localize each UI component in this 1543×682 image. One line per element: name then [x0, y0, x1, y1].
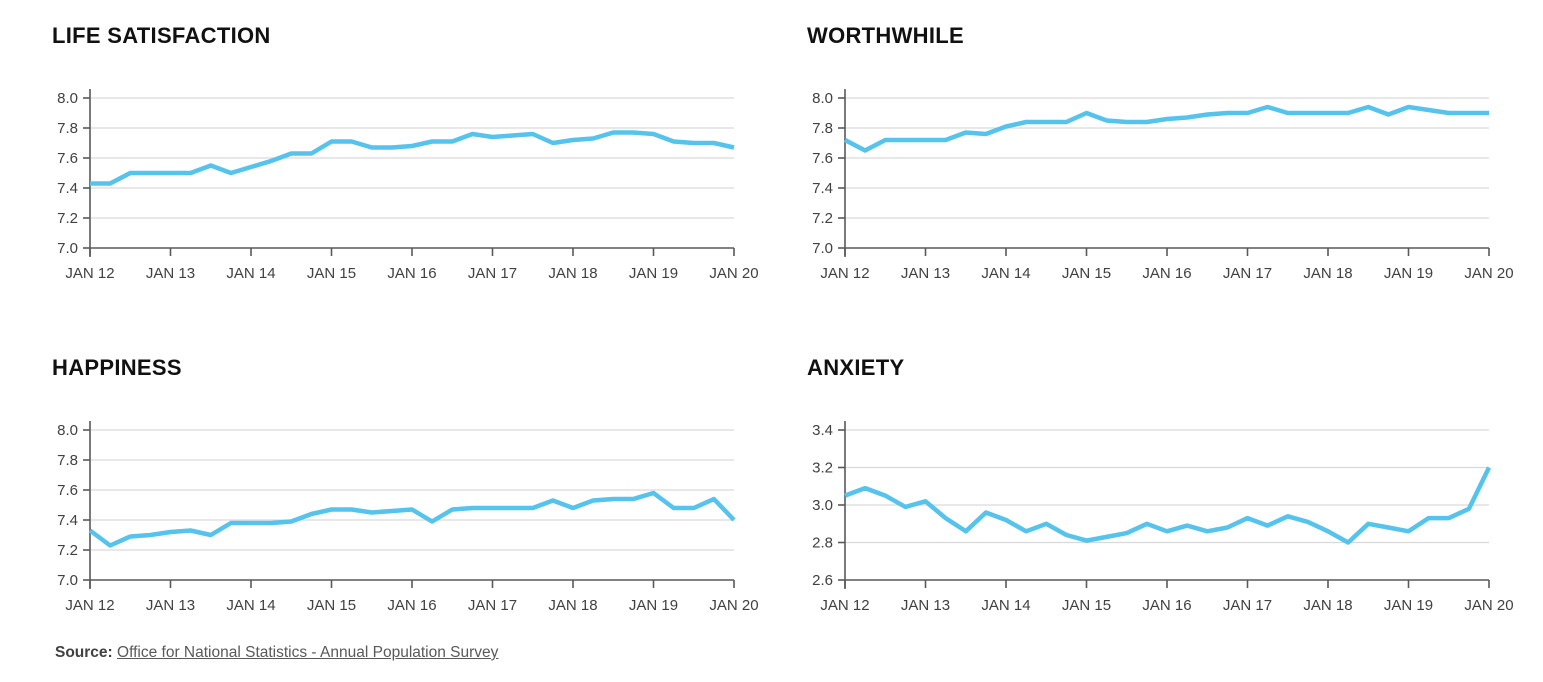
x-axis-label: JAN 18 [548, 265, 597, 282]
x-axis-label: JAN 19 [1384, 265, 1433, 282]
x-axis-label: JAN 15 [1062, 265, 1111, 282]
x-axis-label: JAN 12 [65, 265, 114, 282]
x-axis-label: JAN 16 [387, 597, 436, 614]
y-axis-label: 8.0 [57, 90, 78, 107]
y-axis-label: 2.6 [812, 572, 833, 589]
y-axis-label: 7.4 [57, 512, 78, 529]
x-axis-label: JAN 17 [468, 597, 517, 614]
x-axis-label: JAN 13 [146, 265, 195, 282]
y-axis-label: 3.4 [812, 422, 833, 439]
y-axis-label: 7.2 [812, 210, 833, 227]
life-satisfaction-title: LIFE SATISFACTION [52, 23, 271, 48]
x-axis-label: JAN 12 [820, 265, 869, 282]
worthwhile-chart: 7.0 7.2 7.4 7.6 7.8 8.0 JAN 12 JAN 13 JAN 14 JAN … [812, 89, 1514, 282]
x-axis-label: JAN 16 [387, 265, 436, 282]
x-axis-label: JAN 19 [629, 597, 678, 614]
chart-panel-worthwhile: WORTHWHILE 7.0 7.2 7.4 7.6 7.8 8.0 JAN 12 JAN 1… [797, 23, 1514, 286]
anxiety-title: ANXIETY [807, 355, 905, 380]
series-line [88, 490, 736, 548]
x-axis-label: JAN 16 [1142, 265, 1191, 282]
y-axis-label: 3.0 [812, 497, 833, 514]
y-axis-label: 2.8 [812, 535, 833, 552]
worthwhile-title: WORTHWHILE [807, 23, 964, 48]
x-axis-label: JAN 14 [226, 597, 275, 614]
y-axis-label: 7.2 [57, 542, 78, 559]
y-axis-label: 7.0 [812, 240, 833, 257]
y-axis-label: 7.0 [57, 240, 78, 257]
x-axis-label: JAN 18 [1303, 597, 1352, 614]
x-axis-label: JAN 13 [901, 597, 950, 614]
series-line [90, 130, 735, 186]
chart-panel-anxiety: ANXIETY 2.6 2.8 3.0 3.2 3.4 JAN 12 JAN 13 JAN 1… [797, 355, 1514, 618]
y-axis-label: 8.0 [812, 90, 833, 107]
x-axis-label: JAN 18 [548, 597, 597, 614]
life-satisfaction-chart: 7.0 7.2 7.4 7.6 7.8 8.0 JAN 12 JAN 13 JAN 14 JAN … [57, 89, 759, 282]
chart-panel-life-satisfaction: LIFE SATISFACTION 7.0 7.2 7.4 7.6 7.8 8.0 JAN … [42, 23, 759, 286]
charts-grid: LIFE SATISFACTION 7.0 7.2 7.4 7.6 7.8 8.0 JAN … [42, 24, 1543, 618]
x-axis-label: JAN 14 [981, 265, 1030, 282]
x-axis-label: JAN 15 [307, 597, 356, 614]
source-link[interactable]: Office for National Statistics - Annual … [117, 644, 499, 661]
anxiety-chart: 2.6 2.8 3.0 3.2 3.4 JAN 12 JAN 13 JAN 14 JAN 15 J… [812, 421, 1514, 614]
x-axis-label: JAN 18 [1303, 265, 1352, 282]
y-axis-label: 7.6 [812, 150, 833, 167]
y-axis-label: 8.0 [57, 422, 78, 439]
x-axis-label: JAN 20 [1464, 597, 1513, 614]
series-line [843, 104, 1489, 153]
y-axis-label: 3.2 [812, 460, 833, 477]
y-axis-label: 7.4 [57, 180, 78, 197]
y-axis-label: 7.0 [57, 572, 78, 589]
x-axis-label: JAN 20 [709, 597, 758, 614]
x-axis-label: JAN 17 [1223, 265, 1272, 282]
y-axis-label: 7.8 [57, 120, 78, 137]
x-axis-label: JAN 19 [1384, 597, 1433, 614]
x-axis-label: JAN 20 [1464, 265, 1513, 282]
y-axis-label: 7.8 [57, 452, 78, 469]
source-line: Source: Office for National Statistics -… [55, 644, 1543, 662]
chart-panel-happiness: HAPPINESS 7.0 7.2 7.4 7.6 7.8 8.0 JAN 12 JAN 13… [42, 355, 759, 618]
x-axis-label: JAN 13 [901, 265, 950, 282]
y-axis-label: 7.2 [57, 210, 78, 227]
y-axis-label: 7.4 [812, 180, 833, 197]
x-axis-label: JAN 16 [1142, 597, 1191, 614]
x-axis-label: JAN 19 [629, 265, 678, 282]
y-axis-label: 7.6 [57, 150, 78, 167]
happiness-title: HAPPINESS [52, 355, 182, 380]
x-axis-label: JAN 14 [226, 265, 275, 282]
x-axis-label: JAN 20 [709, 265, 758, 282]
x-axis-label: JAN 17 [1223, 597, 1272, 614]
series-line [844, 466, 1492, 545]
x-axis-label: JAN 12 [820, 597, 869, 614]
y-axis-label: 7.6 [57, 482, 78, 499]
happiness-chart: 7.0 7.2 7.4 7.6 7.8 8.0 JAN 12 JAN 13 JAN 14 JAN … [57, 421, 759, 614]
y-axis-label: 7.8 [812, 120, 833, 137]
x-axis-label: JAN 15 [307, 265, 356, 282]
source-label: Source: [55, 644, 113, 661]
x-axis-label: JAN 14 [981, 597, 1030, 614]
x-axis-label: JAN 17 [468, 265, 517, 282]
x-axis-label: JAN 15 [1062, 597, 1111, 614]
x-axis-label: JAN 13 [146, 597, 195, 614]
x-axis-label: JAN 12 [65, 597, 114, 614]
